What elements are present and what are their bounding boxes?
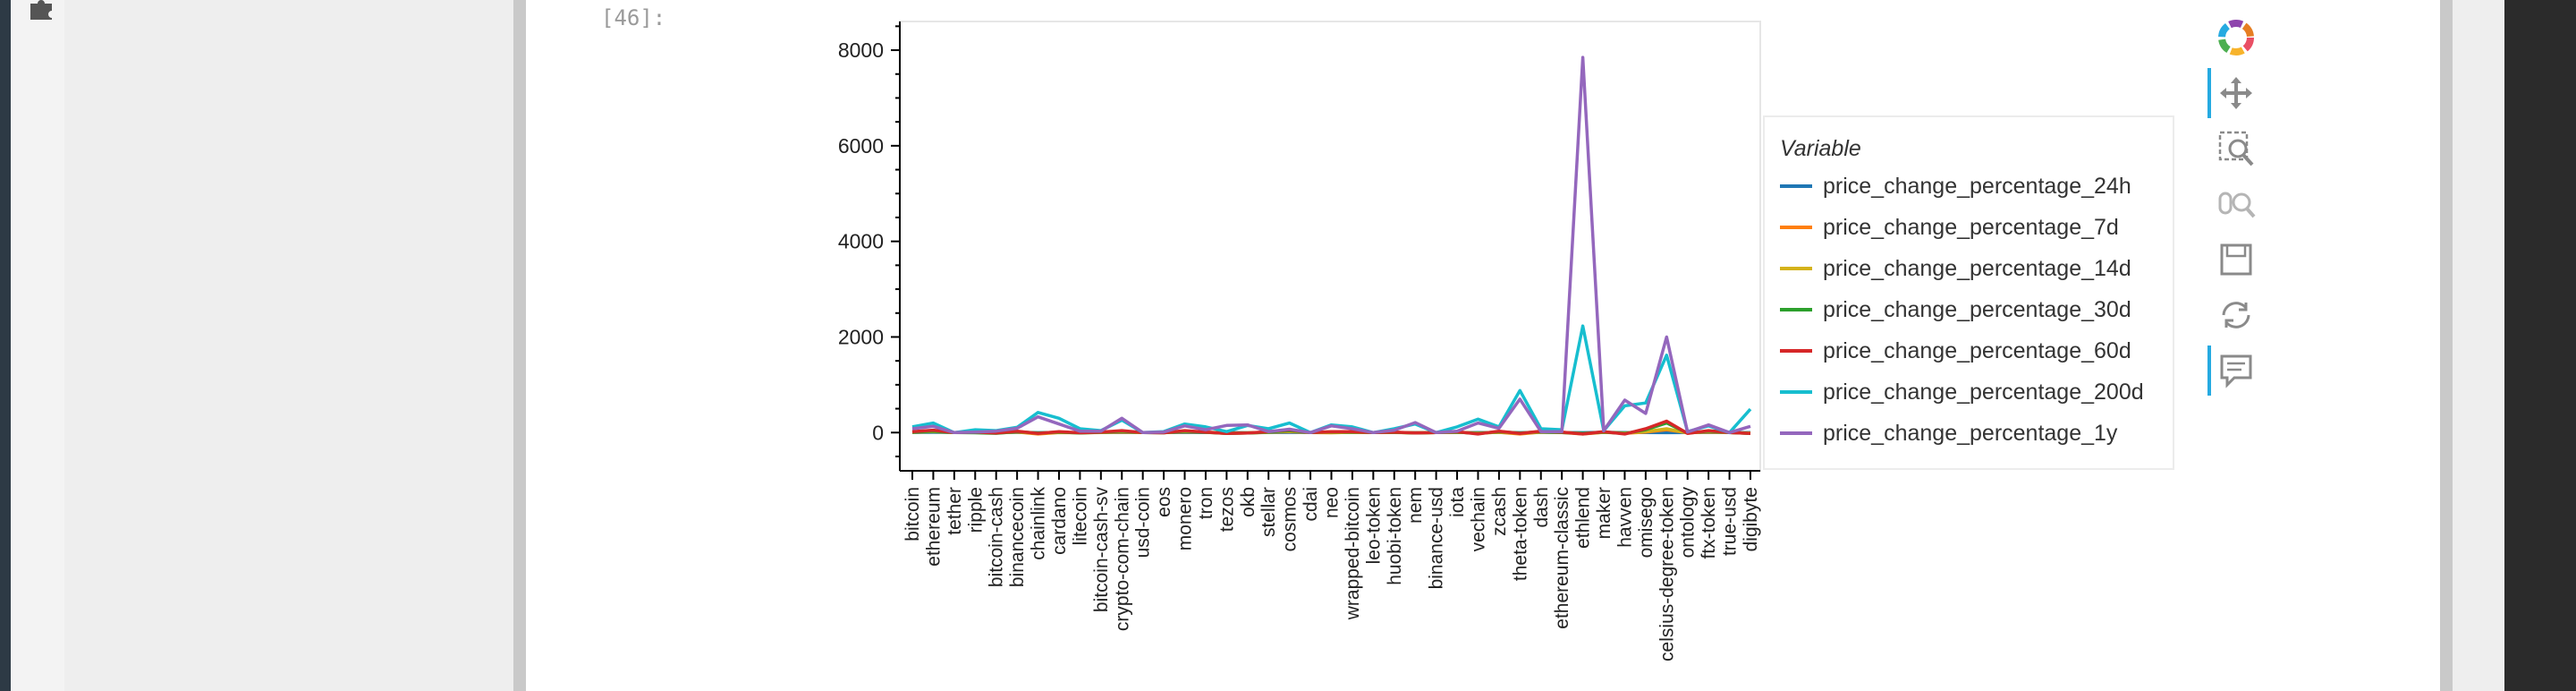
x-tick-label: tether — [945, 487, 965, 535]
y-tick-label: 4000 — [838, 230, 884, 253]
x-tick-label: iota — [1447, 487, 1468, 517]
x-tick-label: zcash — [1489, 487, 1510, 536]
x-tick-label: ripple — [965, 487, 986, 533]
series-line-price_change_percentage_60d — [911, 419, 1751, 436]
save-icon — [2220, 243, 2252, 276]
legend-title: Variable — [1780, 136, 1861, 161]
chart-toolbar — [2207, 16, 2263, 401]
x-tick-label: crypto-com-chain — [1112, 487, 1132, 631]
legend-label: price_change_percentage_24h — [1823, 174, 2131, 199]
x-tick-label: cdai — [1301, 487, 1321, 522]
y-tick-label: 0 — [872, 421, 884, 444]
x-tick-label: vechain — [1468, 487, 1488, 551]
legend-label: price_change_percentage_200d — [1823, 380, 2144, 405]
x-tick-label: usd-coin — [1133, 487, 1154, 558]
x-tick-label: omisego — [1636, 487, 1657, 558]
x-tick-label: bitcoin-cash-sv — [1091, 487, 1112, 613]
x-tick-label: chainlink — [1029, 487, 1049, 560]
series-line-price_change_percentage_1y — [911, 55, 1751, 435]
legend: Variable price_change_percentage_24hpric… — [1763, 115, 2174, 470]
os-dock-strip — [0, 0, 11, 691]
x-tick-label: litecoin — [1070, 487, 1090, 545]
x-tick-label: ethereum-classic — [1552, 487, 1572, 629]
wheel-zoom-tool-button[interactable] — [2216, 184, 2256, 224]
reset-icon — [2222, 302, 2250, 328]
y-tick-label: 6000 — [838, 134, 884, 158]
x-tick-label: monero — [1175, 487, 1196, 550]
x-tick-label: tezos — [1216, 487, 1237, 532]
x-tick-label: stellar — [1258, 487, 1279, 537]
x-tick-label: okb — [1238, 487, 1258, 517]
legend-label: price_change_percentage_7d — [1823, 215, 2119, 240]
cell-left-border — [513, 0, 526, 691]
save-tool-button[interactable] — [2216, 240, 2256, 279]
cell-prompt: [46]: — [601, 5, 666, 30]
x-tick-label: wrapped-bitcoin — [1343, 487, 1363, 620]
y-tick-label: 8000 — [838, 38, 884, 62]
right-dark-edge — [2504, 0, 2576, 691]
left-sidebar — [11, 0, 66, 691]
pan-icon — [2220, 77, 2252, 109]
x-tick-label: havven — [1614, 487, 1635, 548]
hover-tooltip-icon — [2220, 354, 2252, 388]
x-tick-label: ontology — [1678, 487, 1699, 559]
x-tick-label: theta-token — [1510, 487, 1530, 581]
cell-right-border — [2440, 0, 2453, 691]
x-tick-label: tron — [1196, 487, 1216, 519]
legend-label: price_change_percentage_1y — [1823, 421, 2118, 446]
x-tick-label: binancecoin — [1007, 487, 1028, 587]
legend-label: price_change_percentage_60d — [1823, 338, 2131, 363]
x-tick-label: binance-usd — [1427, 487, 1447, 589]
bokeh-logo-icon[interactable] — [2216, 18, 2256, 57]
x-tick-label: huobi-token — [1385, 487, 1405, 585]
box-zoom-tool-button[interactable] — [2216, 129, 2256, 168]
x-tick-label: ethlend — [1573, 487, 1594, 549]
x-tick-label: digibyte — [1741, 487, 1761, 551]
y-axis: 0 2000 4000 6000 8000 — [838, 21, 901, 471]
legend-box — [1763, 115, 2174, 470]
pan-tool-button[interactable] — [2207, 68, 2256, 118]
x-tick-label: dash — [1531, 487, 1552, 528]
x-tick-label: true-usd — [1720, 487, 1741, 556]
series-lines — [911, 55, 1752, 436]
x-tick-label: maker — [1594, 487, 1614, 539]
x-tick-label: nem — [1405, 487, 1426, 524]
x-tick-label: ftx-token — [1699, 487, 1719, 559]
x-tick-label: celsius-degree-token — [1657, 487, 1677, 661]
x-tick-label: ethereum — [923, 487, 944, 567]
hover-tool-button[interactable] — [2207, 346, 2256, 396]
extension-puzzle-icon[interactable] — [25, 0, 64, 20]
x-tick-label: leo-token — [1363, 487, 1384, 564]
legend-label: price_change_percentage_14d — [1823, 256, 2131, 281]
box-zoom-icon — [2218, 131, 2254, 166]
legend-label: price_change_percentage_30d — [1823, 297, 2131, 322]
x-tick-label: cardano — [1049, 487, 1070, 555]
x-tick-label: bitcoin — [902, 487, 923, 542]
x-tick-label: eos — [1154, 487, 1174, 517]
y-tick-label: 2000 — [838, 325, 884, 348]
x-axis: bitcoin ethereum tether ripple bitcoin-cash b… — [900, 470, 1761, 661]
reset-tool-button[interactable] — [2216, 295, 2256, 335]
x-tick-label: bitcoin-cash — [987, 487, 1007, 587]
x-tick-label: cosmos — [1280, 487, 1301, 551]
wheel-zoom-icon — [2218, 192, 2256, 218]
x-tick-label: neo — [1322, 487, 1343, 518]
